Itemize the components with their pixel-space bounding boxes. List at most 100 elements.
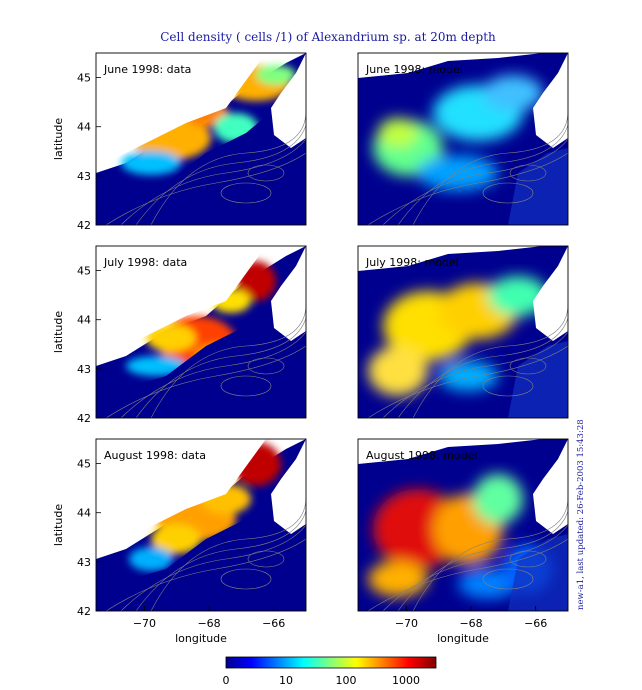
depth-contour [150, 110, 306, 225]
panel-frame [357, 245, 569, 419]
depth-contour [509, 357, 547, 375]
depth-contour [482, 375, 534, 397]
depth-contour [220, 182, 272, 204]
depth-contour [367, 152, 568, 225]
colorbar: 0 10 100 1000 [223, 656, 437, 687]
y-tick-label: 44 [77, 121, 91, 134]
land-mask [533, 246, 568, 341]
x-tick-label: −66 [262, 617, 285, 630]
coast-mask [96, 53, 266, 168]
depth-contour [150, 496, 306, 611]
density-patch [146, 324, 196, 352]
depth-contour [397, 510, 568, 611]
depth-contour [412, 110, 568, 225]
offshore-field [508, 148, 568, 225]
panel-frame [357, 438, 569, 612]
depth-contour [220, 375, 272, 397]
land-mask [271, 439, 306, 534]
density-patch [418, 155, 498, 191]
land-mask [533, 53, 568, 148]
depth-contour [120, 331, 306, 418]
panel-title: June 1998: data [103, 63, 191, 76]
depth-contour [382, 524, 568, 611]
y-tick-label: 43 [77, 363, 91, 376]
depth-contour [120, 524, 306, 611]
depth-contour [135, 317, 306, 418]
y-tick-label: 43 [77, 170, 91, 183]
panel-group: June 1998: data 42 43 44 45 latitude June 1998… [52, 52, 569, 645]
density-patch [129, 547, 173, 571]
density-patch [473, 474, 523, 524]
land-mask [533, 439, 568, 534]
offshore-field [508, 534, 568, 611]
depth-contour [367, 538, 568, 611]
depth-contour [135, 124, 306, 225]
panel-title: July 1998: model [365, 256, 459, 269]
y-tick-label: 45 [77, 72, 91, 85]
colorbar-gradient [225, 656, 437, 669]
density-patch [151, 524, 201, 554]
x-tick-label: −68 [197, 617, 220, 630]
coast-mask [358, 246, 528, 266]
land-mask [271, 53, 306, 148]
offshore-field [96, 479, 306, 611]
density-patch [488, 276, 548, 316]
y-tick-label: 43 [77, 556, 91, 569]
colorbar-tick: 10 [279, 674, 293, 687]
x-tick-label: −66 [524, 617, 547, 630]
depth-contour [150, 303, 306, 418]
depth-contour [105, 152, 306, 225]
density-patch [256, 65, 296, 85]
panel-title: July 1998: data [103, 256, 187, 269]
panel-frame [95, 438, 307, 612]
y-axis-label: latitude [52, 311, 65, 353]
depth-contour [412, 496, 568, 611]
depth-contour [509, 164, 547, 182]
map-panel: June 1998: data 42 43 44 45 latitude [52, 52, 307, 232]
panel-title: August 1998: data [104, 449, 206, 462]
y-tick-label: 44 [77, 314, 91, 327]
depth-contour [105, 345, 306, 418]
depth-contour [382, 331, 568, 418]
map-panel: July 1998: data 42 43 44 45 latitude [52, 245, 307, 425]
coast-mask [358, 53, 528, 73]
depth-contour [135, 510, 306, 611]
depth-contour [247, 164, 285, 182]
update-stamp: new-a1, last updated: 26-Feb-2003 15:43:… [576, 419, 586, 610]
depth-contour [482, 568, 534, 590]
depth-contour [397, 317, 568, 418]
panel-frame [95, 245, 307, 419]
y-tick-label: 45 [77, 265, 91, 278]
y-tick-label: 44 [77, 507, 91, 520]
y-tick-label: 42 [77, 219, 91, 232]
depth-contour [105, 538, 306, 611]
map-panel: August 1998: data 42 43 44 45 −70 −68 −66 latitu… [52, 438, 307, 645]
land-mask [271, 246, 306, 341]
density-patch [378, 118, 418, 148]
colorbar-tick: 1000 [392, 674, 420, 687]
map-panel: June 1998: model [357, 52, 569, 226]
y-tick-label: 42 [77, 605, 91, 618]
coast-mask [358, 439, 528, 459]
density-patch [368, 561, 428, 597]
map-panel: August 1998: model −70 −68 −66 longitude [357, 438, 569, 645]
coast-mask [96, 439, 266, 554]
depth-contour [397, 124, 568, 225]
depth-contour [367, 345, 568, 418]
depth-contour [220, 568, 272, 590]
depth-contour [247, 550, 285, 568]
depth-contour [382, 138, 568, 225]
panel-frame [95, 52, 307, 226]
x-tick-label: −70 [395, 617, 418, 630]
y-tick-label: 45 [77, 458, 91, 471]
offshore-field [96, 286, 306, 418]
density-patch [483, 75, 543, 111]
depth-contour [482, 182, 534, 204]
density-patch [438, 361, 498, 391]
density-patch [458, 569, 518, 599]
figure-title: Cell density ( cells /1) of Alexandrium … [160, 30, 496, 44]
depth-contour [509, 550, 547, 568]
panel-frame [357, 52, 569, 226]
y-axis-label: latitude [52, 504, 65, 546]
